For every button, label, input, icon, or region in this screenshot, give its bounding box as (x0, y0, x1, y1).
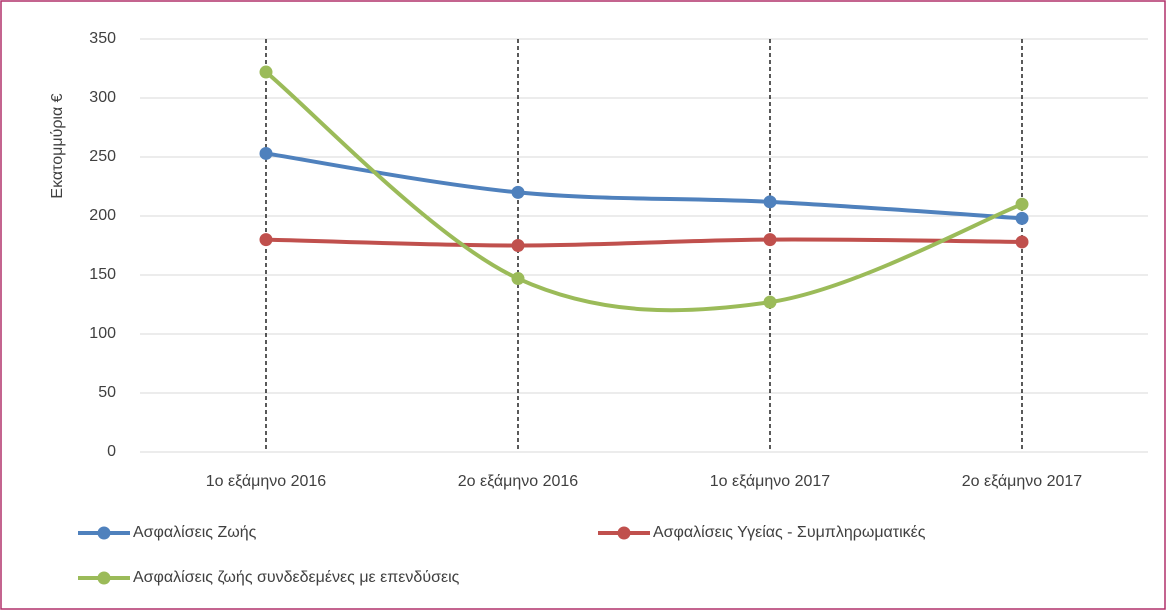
point (1015, 197, 1029, 211)
x-tick-label: 2ο εξάμηνο 2016 (458, 473, 579, 490)
series-line (264, 70, 1024, 313)
point (1015, 235, 1029, 249)
x-tick-label: 1ο εξάμηνο 2017 (710, 473, 831, 490)
x-tick-label: 1ο εξάμηνο 2016 (206, 473, 327, 490)
y-tick-label: 0 (107, 443, 116, 460)
y-tick-label: 50 (98, 384, 116, 401)
y-tick-label: 300 (89, 89, 116, 106)
legend-label: Ασφαλίσεις Υγείας - Συμπληρωματικές (653, 524, 926, 541)
legend-marker (97, 571, 111, 585)
point (763, 195, 777, 209)
point (763, 233, 777, 247)
y-tick-label: 200 (89, 207, 116, 224)
point (259, 233, 273, 247)
point (511, 185, 525, 199)
legend-marker (97, 526, 111, 540)
point (259, 146, 273, 160)
point (763, 295, 777, 309)
x-tick-label: 2ο εξάμηνο 2017 (962, 473, 1083, 490)
y-tick-label: 100 (89, 325, 116, 342)
point (511, 239, 525, 252)
y-tick-label: 250 (89, 148, 116, 165)
series-line (264, 237, 1024, 248)
legend-label: Ασφαλίσεις Ζωής (133, 524, 257, 541)
y-tick-label: 150 (89, 266, 116, 283)
y-axis-title: Εκατομμύρια € (49, 93, 66, 198)
legend-marker (617, 526, 631, 540)
legend-label: Ασφαλίσεις ζωής συνδεδεμένες με επενδύσε… (133, 569, 460, 586)
point (511, 272, 525, 286)
y-tick-label: 350 (89, 30, 116, 47)
point (259, 65, 273, 79)
point (1015, 211, 1029, 225)
